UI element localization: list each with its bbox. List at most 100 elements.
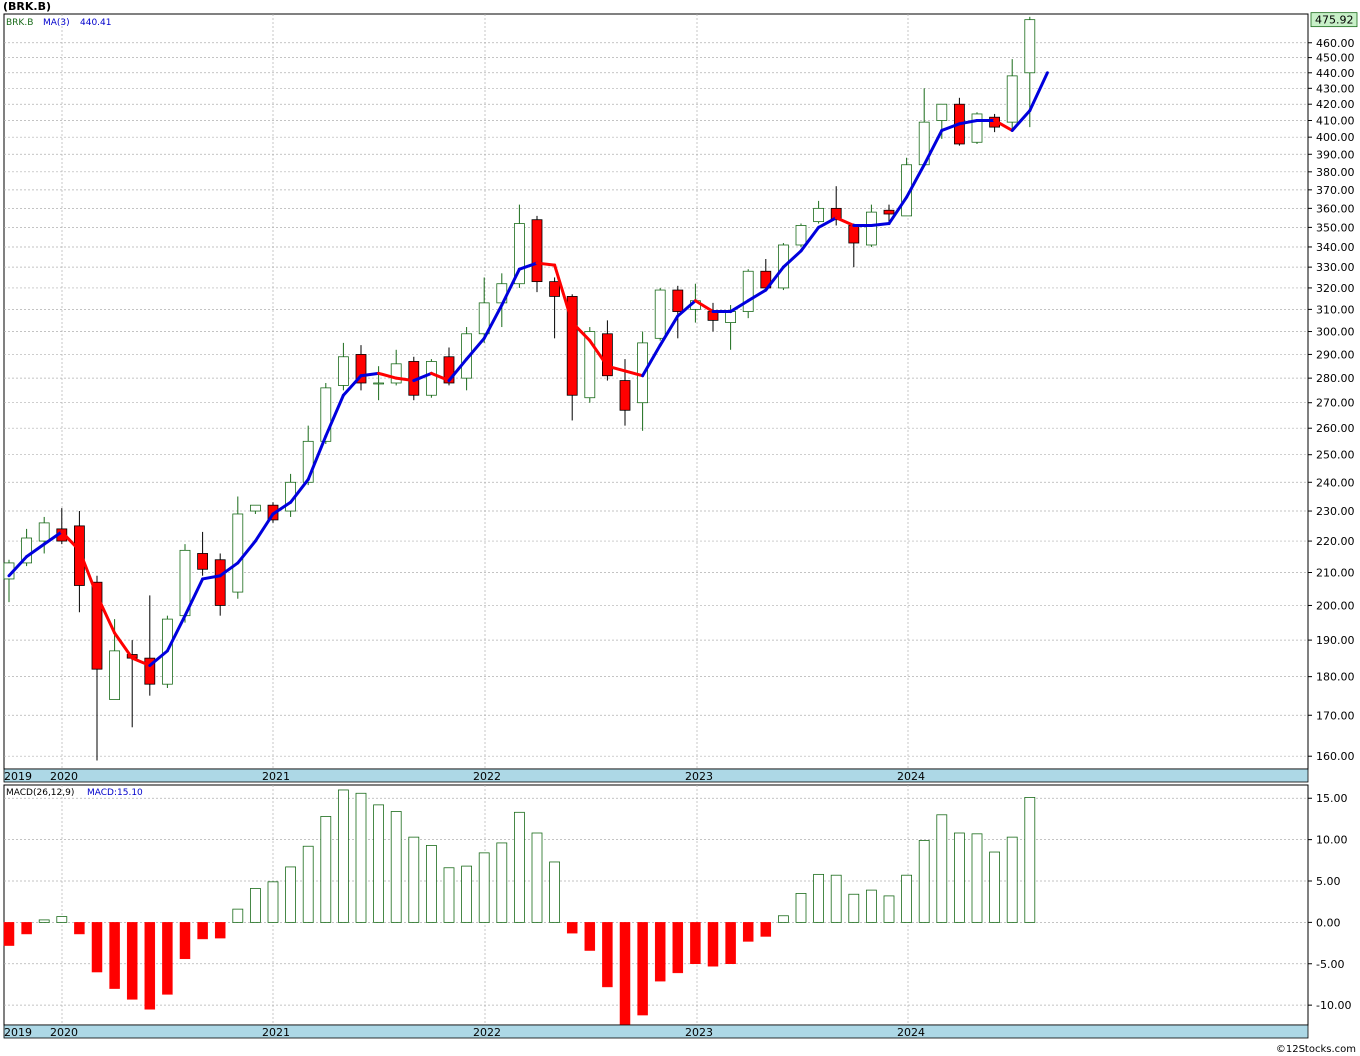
candle bbox=[707, 302, 719, 332]
ma-segment bbox=[764, 265, 785, 292]
ma-segment bbox=[817, 216, 838, 229]
ma-segment bbox=[148, 649, 169, 667]
candle-body-up bbox=[1024, 19, 1036, 74]
macd-bar-positive bbox=[373, 804, 385, 923]
price-grid bbox=[3, 13, 1309, 770]
macd-bar-positive bbox=[901, 874, 912, 923]
price-tick-label: 390.00 bbox=[1316, 148, 1355, 161]
candle bbox=[91, 575, 103, 761]
candle bbox=[249, 504, 261, 514]
ma-segment bbox=[253, 512, 275, 543]
price-candles bbox=[3, 16, 1036, 761]
candle bbox=[813, 200, 824, 224]
macd-bar-negative bbox=[584, 922, 596, 951]
price-tick-label: 380.00 bbox=[1316, 166, 1355, 179]
ma-segment bbox=[693, 299, 715, 314]
macd-bar-negative bbox=[197, 922, 208, 940]
macd-bar-positive bbox=[1024, 797, 1036, 923]
macd-bar-positive bbox=[478, 852, 490, 923]
candle bbox=[56, 508, 68, 545]
candle-body-down bbox=[848, 225, 860, 244]
macd-bar-positive bbox=[390, 811, 402, 923]
candle-body-down bbox=[214, 559, 226, 606]
chart-title: (BRK.B) bbox=[3, 0, 51, 13]
candle bbox=[566, 294, 578, 421]
ma-segment bbox=[429, 371, 451, 383]
ma-segment bbox=[113, 631, 134, 660]
candle bbox=[654, 287, 666, 341]
price-tick-label: 420.00 bbox=[1316, 98, 1355, 111]
candle-body-up bbox=[795, 225, 807, 246]
macd-x-year-label: 2021 bbox=[262, 1026, 290, 1039]
macd-bar-positive bbox=[848, 893, 860, 923]
candle-body-up bbox=[936, 103, 948, 121]
macd-bar-negative bbox=[760, 922, 772, 937]
macd-bar-negative bbox=[74, 922, 85, 935]
macd-x-year-label: 2022 bbox=[473, 1026, 501, 1039]
macd-x-year-label: 2019 bbox=[4, 1026, 32, 1039]
macd-bar-negative bbox=[126, 922, 138, 1000]
ma-segment bbox=[746, 288, 768, 303]
macd-y-axis: 15.00 10.00 5.00 0.00 -5.00 -10.00 bbox=[1308, 792, 1351, 1012]
macd-legend-value: MACD:15.10 bbox=[87, 788, 143, 798]
candle bbox=[1006, 59, 1018, 129]
candle-body-down bbox=[672, 289, 684, 312]
candle-body-up bbox=[249, 504, 261, 512]
ma-segment bbox=[993, 118, 1014, 132]
last-price-label: 475.92 bbox=[1315, 14, 1354, 27]
candle bbox=[197, 531, 209, 576]
candle bbox=[901, 157, 912, 217]
candle bbox=[883, 204, 895, 224]
macd-x-year-label: 2020 bbox=[50, 1026, 78, 1039]
candle-body-up bbox=[813, 207, 824, 223]
macd-x-year-label: 2024 bbox=[897, 1026, 925, 1039]
ma-segment bbox=[218, 561, 240, 578]
macd-bar-negative bbox=[21, 922, 32, 935]
candle-body-down bbox=[830, 207, 842, 221]
macd-bar-negative bbox=[725, 922, 736, 965]
macd-grid bbox=[3, 784, 1309, 1026]
ma-segment bbox=[447, 357, 469, 383]
macd-bar-positive bbox=[954, 832, 965, 923]
candle bbox=[478, 277, 490, 343]
price-legend: BRK.B MA(3) 440.41 bbox=[6, 18, 112, 28]
price-x-band bbox=[3, 768, 1309, 783]
macd-bar-positive bbox=[443, 867, 455, 923]
macd-bar-negative bbox=[3, 922, 15, 946]
ma-segment bbox=[95, 593, 117, 635]
price-tick-label: 370.00 bbox=[1316, 184, 1355, 197]
price-tick-label: 450.00 bbox=[1316, 52, 1355, 65]
ma-segment bbox=[729, 299, 750, 314]
candle bbox=[742, 269, 754, 319]
macd-bar-negative bbox=[742, 922, 754, 942]
candle-body-down bbox=[883, 209, 895, 215]
price-frame bbox=[3, 13, 1309, 770]
macd-bar-positive bbox=[971, 833, 983, 923]
macd-x-year-label: 2023 bbox=[685, 1026, 713, 1039]
price-tick-label: 220.00 bbox=[1316, 535, 1355, 548]
candle bbox=[549, 277, 560, 339]
candle-body-up bbox=[461, 333, 473, 379]
candle bbox=[214, 553, 226, 616]
price-tick-label: 240.00 bbox=[1316, 476, 1355, 489]
footer-credit: ©12Stocks.com bbox=[1275, 1044, 1356, 1055]
candle bbox=[355, 345, 367, 391]
candle-body-down bbox=[197, 553, 209, 570]
ma-segment bbox=[359, 371, 381, 378]
candle-body-up bbox=[654, 289, 666, 339]
ma-segment bbox=[271, 500, 293, 516]
ma-segment bbox=[940, 122, 961, 132]
macd-bar-positive bbox=[549, 861, 560, 923]
candle bbox=[3, 559, 15, 603]
macd-bar-positive bbox=[830, 874, 842, 923]
price-tick-label: 320.00 bbox=[1316, 282, 1355, 295]
macd-legend-label: MACD(26,12,9) bbox=[6, 788, 74, 798]
ma-segment bbox=[834, 216, 856, 227]
macd-bar-negative bbox=[654, 922, 666, 982]
price-panel: 160.00 170.00 180.00 190.00 200.00 210.00 220.… bbox=[3, 12, 1358, 783]
candle bbox=[971, 112, 983, 144]
candle-body-up bbox=[725, 311, 736, 323]
macd-bar-negative bbox=[179, 922, 191, 960]
candle-body-up bbox=[1006, 75, 1018, 123]
